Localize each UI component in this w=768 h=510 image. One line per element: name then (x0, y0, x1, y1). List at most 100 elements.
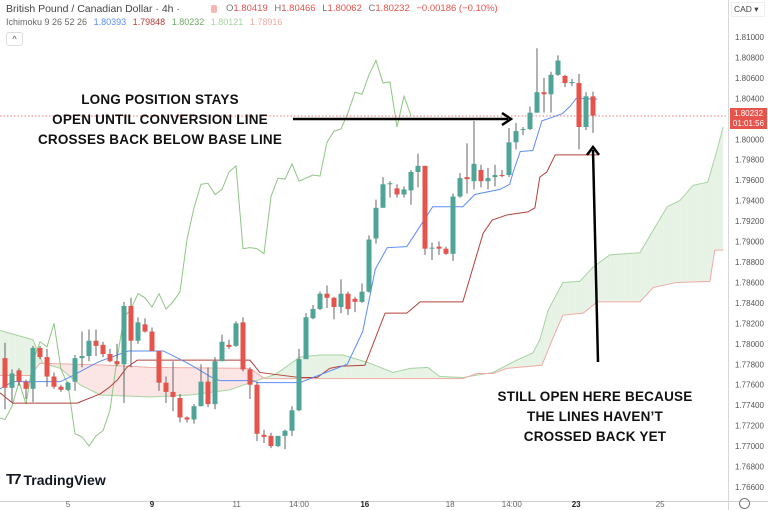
cloud-segment (680, 197, 683, 283)
candle-up (296, 359, 302, 411)
cloud-segment (425, 367, 428, 379)
candle-down (142, 324, 148, 332)
base-line (0, 154, 598, 404)
candle-up (373, 207, 379, 239)
cloud-segment (705, 182, 708, 282)
candle-up (513, 131, 519, 143)
cloud-segment (378, 366, 380, 379)
cloud-segment (28, 338, 30, 376)
candle-down (268, 435, 274, 447)
cloud-segment (22, 336, 25, 376)
time-tick-label: 9 (150, 500, 155, 509)
arrow-up-head-icon (586, 144, 600, 156)
cloud-segment (189, 367, 191, 395)
cloud-segment (637, 252, 639, 302)
cloud-segment (565, 282, 568, 315)
cloud-segment (544, 317, 547, 360)
cloud-segment (721, 128, 723, 251)
cloud-segment (532, 351, 534, 367)
cloud-segment (218, 368, 221, 392)
cloud-segment (362, 360, 365, 379)
cloud-segment (554, 294, 557, 334)
cloud-segment (570, 281, 573, 315)
candle-up (282, 430, 288, 436)
cloud-segment (374, 365, 377, 379)
currency-dropdown[interactable]: CAD ▾ (731, 2, 765, 17)
candle-down (576, 83, 582, 127)
settings-icon[interactable] (739, 498, 750, 509)
cloud-segment (369, 363, 372, 379)
cloud-segment (232, 368, 235, 389)
cloud-segment (343, 355, 345, 379)
candle-up (583, 96, 589, 127)
cloud-segment (141, 366, 144, 397)
cloud-segment (357, 359, 359, 379)
price-tick-label: 1.80000 (735, 135, 764, 144)
cloud-segment (101, 365, 104, 396)
candle-up (506, 142, 512, 176)
cloud-segment (367, 362, 370, 379)
symbol-title[interactable]: British Pound / Canadian Dollar · 4h · (6, 3, 180, 15)
open-value: 1.80419 (233, 3, 268, 14)
cloud-segment (341, 355, 344, 379)
cloud-segment (234, 368, 237, 389)
cloud-segment (561, 282, 564, 318)
cloud-segment (169, 367, 172, 396)
cloud-segment (161, 367, 163, 397)
cloud-segment (150, 367, 153, 397)
cloud-segment (714, 154, 716, 255)
cloud-segment (675, 201, 678, 283)
cloud-segment (645, 239, 648, 296)
cloud-segment (428, 368, 431, 379)
cloud-segment (257, 373, 260, 381)
time-axis[interactable]: 5 9 11 14:00 16 18 14:00 23 25 (66, 500, 665, 509)
cloud-segment (670, 204, 673, 284)
cloud-segment (703, 182, 706, 282)
cloud-segment (567, 282, 569, 315)
cloud-segment (421, 367, 424, 379)
cloud-segment (661, 213, 664, 286)
close-label: C (368, 3, 376, 14)
cloud-segment (358, 359, 361, 379)
candle-up (86, 340, 92, 357)
cloud-segment (143, 367, 146, 397)
price-tick-label: 1.77400 (735, 401, 764, 410)
collapse-legend-button[interactable]: ^ (6, 32, 23, 46)
candle-up (380, 184, 386, 208)
cloud-segment (0, 330, 2, 376)
indicator-legend[interactable]: Ichimoku 9 26 52 26 1.80393 1.79848 1.80… (6, 17, 286, 27)
time-tick-label: 25 (656, 500, 665, 509)
tradingview-logo[interactable]: T7 TradingView (6, 471, 106, 488)
cloud-segment (87, 364, 90, 390)
cloud-segment (318, 355, 321, 379)
cloud-segment (175, 367, 177, 396)
cloud-segment (173, 367, 176, 396)
lagging-span-line (0, 59, 412, 447)
candle-up (135, 322, 141, 341)
cloud-segment (407, 368, 410, 379)
cloud-segment (210, 367, 212, 393)
candle-up (198, 381, 204, 407)
cloud-segment (668, 205, 671, 285)
cloud-segment (306, 356, 309, 379)
cloud-segment (542, 323, 545, 364)
cloud-segment (686, 191, 688, 283)
cloud-segment (239, 368, 242, 387)
candle-up (485, 178, 491, 182)
cloud-segment (243, 368, 246, 386)
time-tick-label: 11 (233, 500, 242, 509)
candle-down (254, 384, 260, 434)
cloud-segment (395, 371, 398, 379)
cloud-segment (225, 368, 228, 391)
cloud-segment (252, 369, 254, 382)
price-axis[interactable]: 1.81000 1.80800 1.80600 1.80400 1.80000 1.798… (735, 33, 764, 492)
cloud-segment (140, 366, 142, 397)
cloud-segment (602, 259, 604, 302)
candle-up (359, 291, 365, 302)
price-tick-label: 1.81000 (735, 33, 764, 42)
price-tick-label: 1.77800 (735, 360, 764, 369)
annotation-arrows (293, 111, 600, 363)
cloud-segment (84, 364, 86, 388)
candle-up (212, 361, 218, 405)
